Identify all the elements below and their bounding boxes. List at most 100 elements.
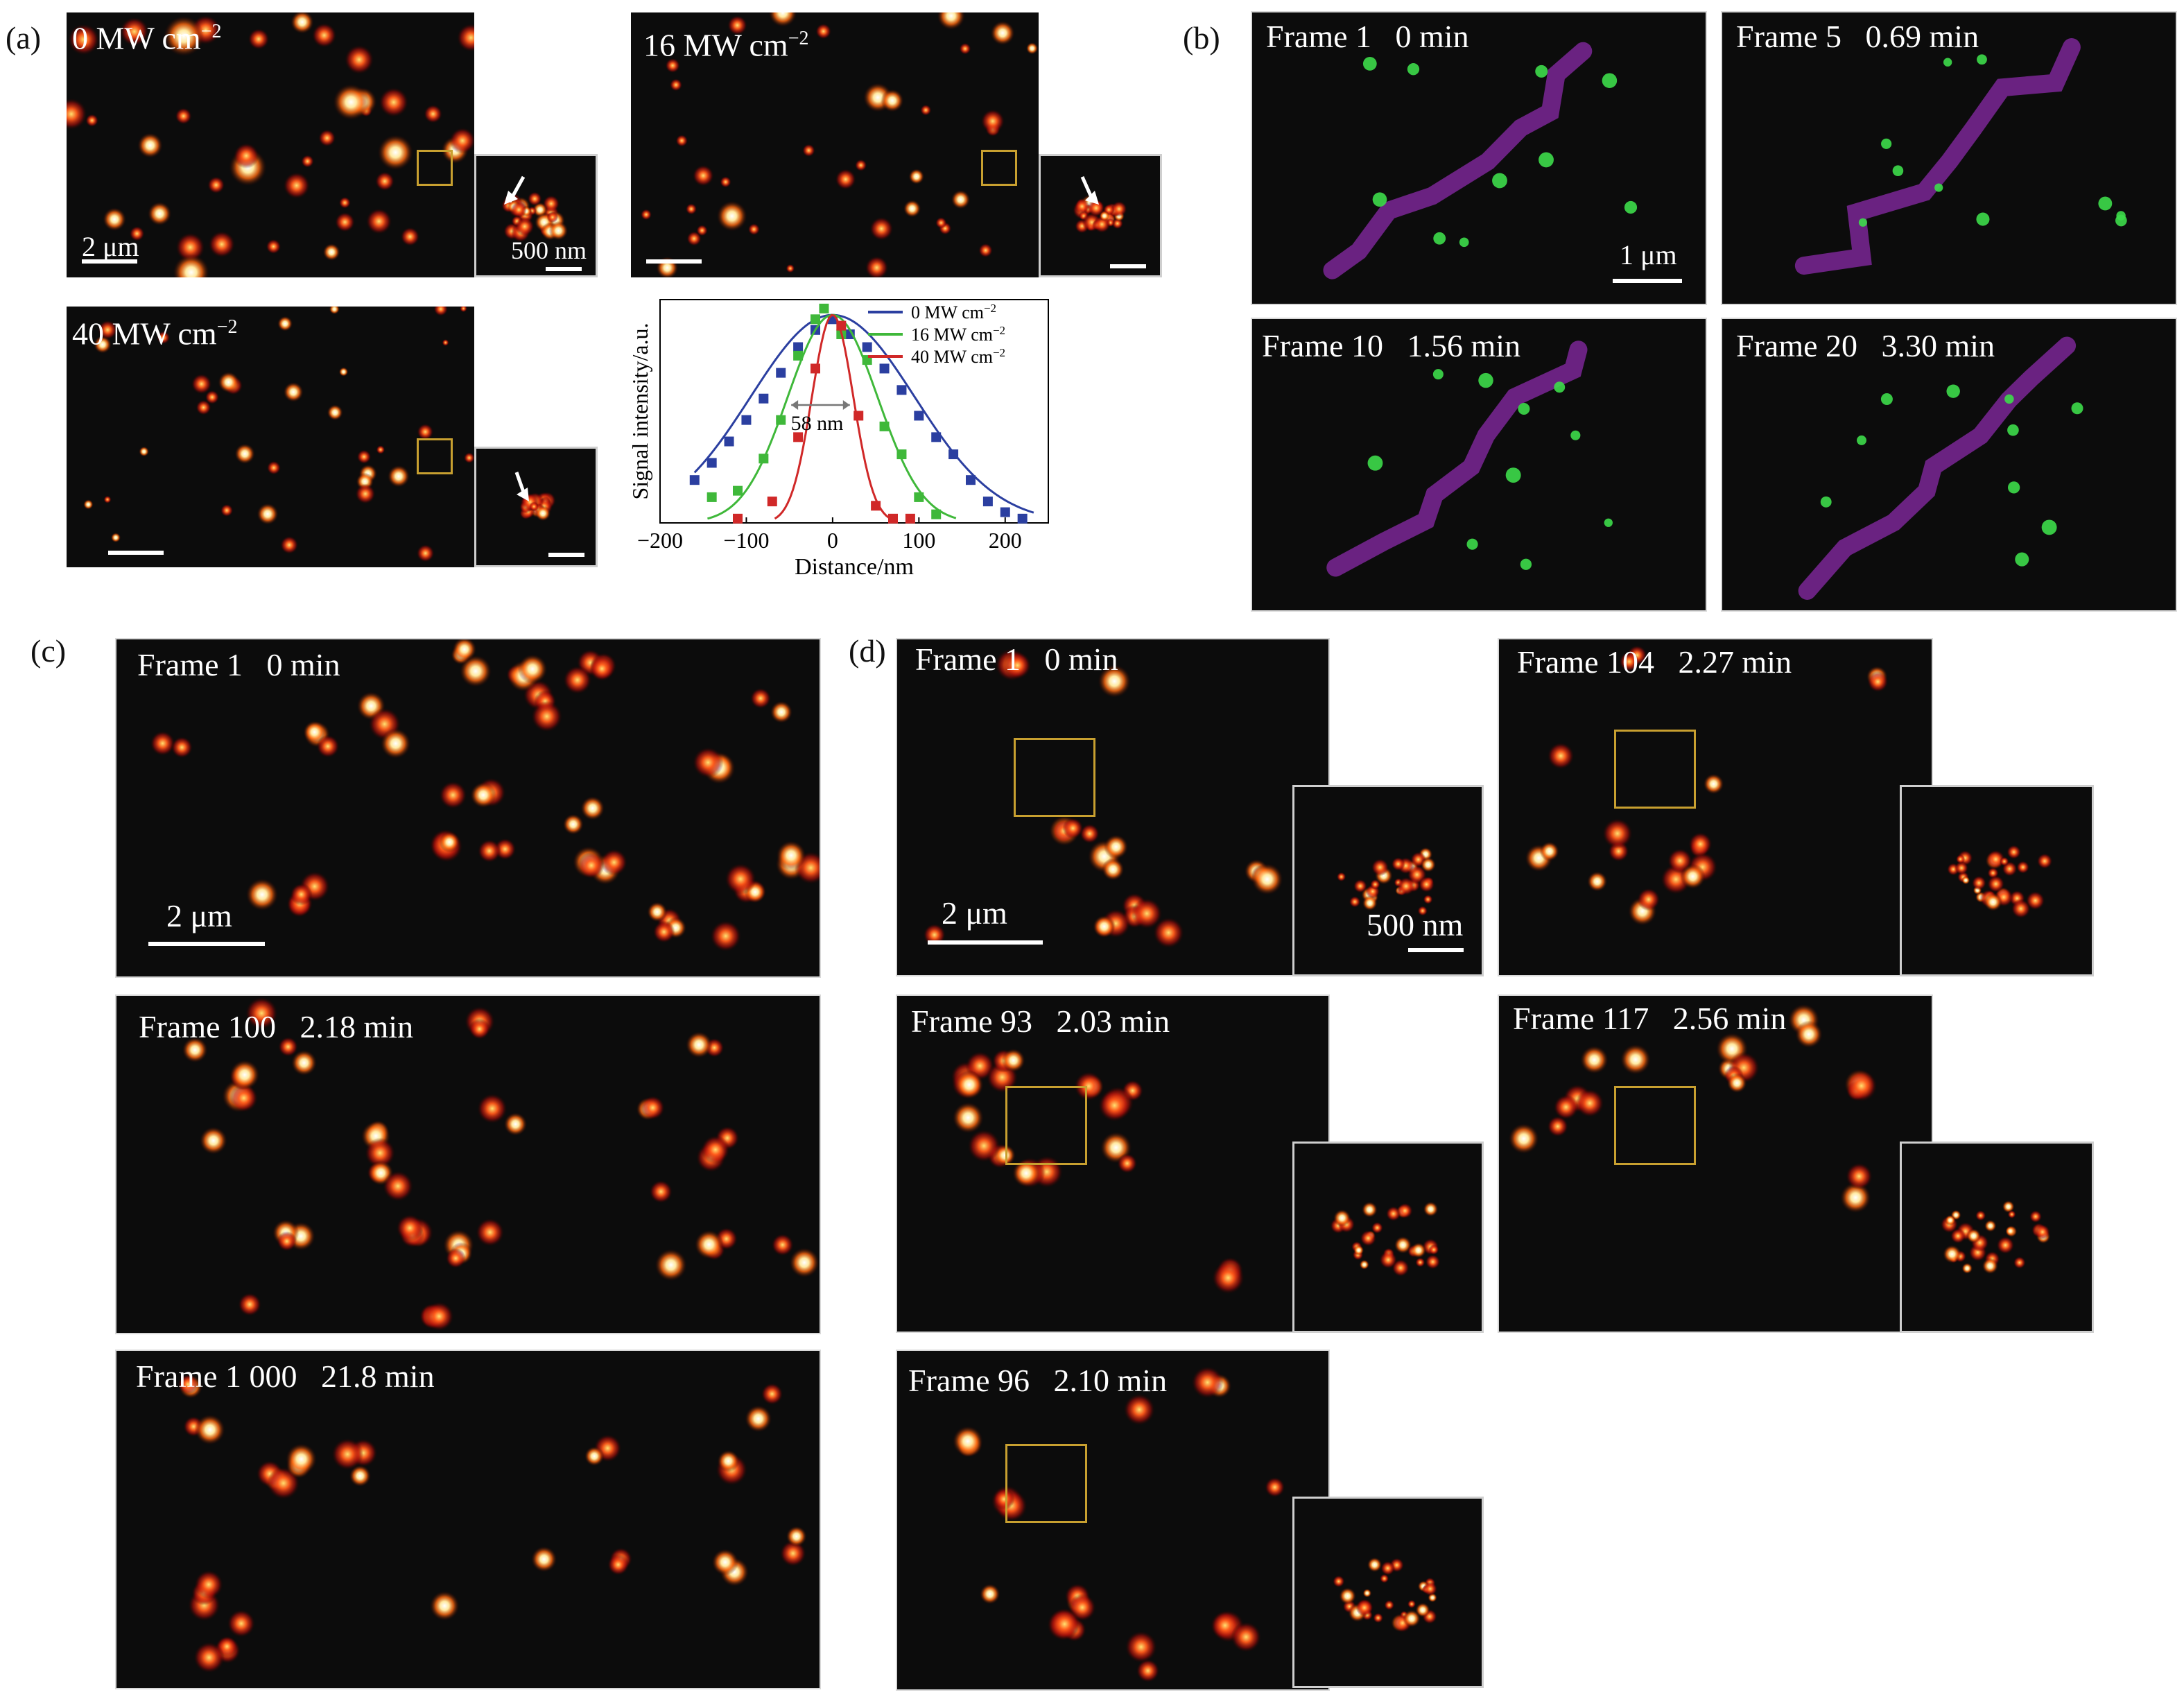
emitter-spots bbox=[1525, 645, 1889, 926]
x-tick-label: 200 bbox=[989, 528, 1022, 553]
emitter-spot bbox=[147, 201, 172, 226]
emitter-spot bbox=[1001, 1048, 1025, 1073]
emitter-spot bbox=[955, 1070, 984, 1099]
emitter-spots bbox=[150, 639, 820, 952]
frame-b-1: Frame 1 0 min 1 μm bbox=[1251, 11, 1707, 305]
emitter-spot bbox=[1336, 872, 1346, 882]
emitter-spot bbox=[103, 495, 112, 503]
emitter-spot bbox=[266, 460, 281, 475]
emitter-spot bbox=[301, 155, 314, 168]
emitter-spot bbox=[908, 169, 925, 184]
power-text: 16 MW cm bbox=[643, 27, 788, 63]
data-point bbox=[853, 411, 864, 421]
x-tick-label: 100 bbox=[902, 528, 935, 553]
emitter-spot bbox=[1369, 879, 1380, 890]
emitter-spot bbox=[199, 1126, 227, 1155]
emitter-spot bbox=[562, 813, 584, 835]
emitter-spot bbox=[380, 728, 411, 759]
roi-box bbox=[1005, 1444, 1087, 1523]
emitter-spot bbox=[1371, 1221, 1383, 1234]
emitter-spot bbox=[322, 243, 340, 261]
emitter-spot bbox=[1637, 888, 1661, 911]
green-spot bbox=[2007, 424, 2019, 436]
data-point bbox=[982, 497, 993, 507]
emitter-spot bbox=[2034, 1224, 2050, 1240]
arrow-icon bbox=[514, 472, 529, 501]
panel-d-letter: (d) bbox=[849, 633, 886, 669]
emitter-spot bbox=[248, 28, 270, 50]
emitter-spot bbox=[291, 12, 314, 34]
emitter-spot bbox=[979, 1583, 1000, 1605]
emitter-spots bbox=[83, 307, 474, 562]
emitter-spot bbox=[1125, 1630, 1157, 1663]
frame-d-117: Frame 117 2.56 min bbox=[1498, 994, 1933, 1333]
emitter-spot bbox=[196, 399, 211, 415]
emitter-spot bbox=[400, 227, 420, 246]
emitter-spot bbox=[424, 1301, 454, 1332]
data-point bbox=[966, 475, 976, 485]
green-spot bbox=[2007, 481, 2020, 494]
data-point bbox=[759, 454, 769, 464]
roi-box bbox=[1005, 1086, 1087, 1165]
emitter-spot bbox=[452, 639, 477, 662]
emitter-spot bbox=[1394, 1236, 1412, 1254]
emitter-spot bbox=[365, 208, 392, 234]
frame-label: Frame 1 000 21.8 min bbox=[136, 1359, 435, 1394]
fwhm-arrow-right bbox=[842, 399, 850, 410]
emitter-spot bbox=[1867, 671, 1889, 693]
micrograph-a-16mw: 16 MW cm−2 bbox=[631, 12, 1039, 277]
emitter-spot bbox=[527, 191, 542, 207]
emitter-spot bbox=[1384, 1599, 1395, 1610]
emitter-spot bbox=[470, 782, 496, 809]
emitter-spot bbox=[335, 212, 355, 232]
emitter-spots bbox=[951, 1048, 1245, 1295]
frame-d-93: Frame 93 2.03 min bbox=[896, 994, 1330, 1333]
emitter-spot bbox=[563, 665, 592, 695]
frame-label: Frame 10 1.56 min bbox=[1262, 328, 1521, 363]
emitter-spot bbox=[1251, 863, 1283, 895]
green-spot bbox=[2015, 552, 2029, 567]
emitter-spot bbox=[1391, 856, 1405, 871]
emitter-spot bbox=[530, 1546, 557, 1572]
emitter-spot bbox=[1048, 1608, 1081, 1640]
frame-c-1: Frame 1 0 min 2 μm bbox=[115, 638, 821, 978]
emitter-spot bbox=[338, 367, 349, 377]
inset-d-96 bbox=[1292, 1497, 1484, 1688]
inset-scale-label: 500 nm bbox=[1367, 907, 1464, 942]
inset-a-0mw: 500 nm bbox=[474, 154, 598, 277]
green-spot bbox=[1520, 558, 1532, 570]
green-spot bbox=[1602, 73, 1618, 88]
green-spot bbox=[1624, 200, 1638, 214]
inset-d-93 bbox=[1292, 1142, 1484, 1333]
intensity-profile-chart: −200 −100 0 100 200 Distance/nm Signal intensi… bbox=[627, 299, 1049, 580]
emitter-spot bbox=[1407, 1599, 1416, 1609]
emitter-spot bbox=[191, 373, 212, 395]
emitter-spot bbox=[1333, 1575, 1345, 1588]
emitter-spot bbox=[920, 104, 932, 116]
emitter-spot bbox=[1131, 898, 1163, 929]
emitter-spot bbox=[745, 1405, 772, 1433]
frame-label: Frame 104 2.27 min bbox=[1517, 644, 1792, 680]
emitter-spot bbox=[1420, 856, 1437, 872]
emitter-spot bbox=[503, 1112, 528, 1136]
inset-scale-bar bbox=[1110, 264, 1146, 268]
emitter-spot bbox=[83, 499, 94, 510]
emitter-spot bbox=[675, 135, 688, 147]
emitter-spots bbox=[640, 12, 1039, 277]
emitter-spot bbox=[2029, 1210, 2043, 1223]
emitter-spot bbox=[1012, 1159, 1041, 1187]
emitter-spot bbox=[449, 127, 474, 154]
green-spot bbox=[1372, 192, 1387, 207]
emitter-spot bbox=[463, 452, 474, 464]
emitter-spot bbox=[478, 839, 501, 863]
emitter-spot bbox=[311, 23, 337, 48]
inset-d-117 bbox=[1900, 1142, 2094, 1333]
emitter-spots bbox=[67, 12, 474, 277]
emitter-spot bbox=[647, 902, 668, 922]
green-spot bbox=[1367, 455, 1383, 471]
emitter-spot bbox=[607, 1553, 630, 1576]
green-spot bbox=[1459, 237, 1469, 248]
emitter-spot bbox=[701, 1135, 730, 1164]
emitter-spot bbox=[193, 1642, 225, 1673]
emitter-spot bbox=[460, 307, 467, 313]
